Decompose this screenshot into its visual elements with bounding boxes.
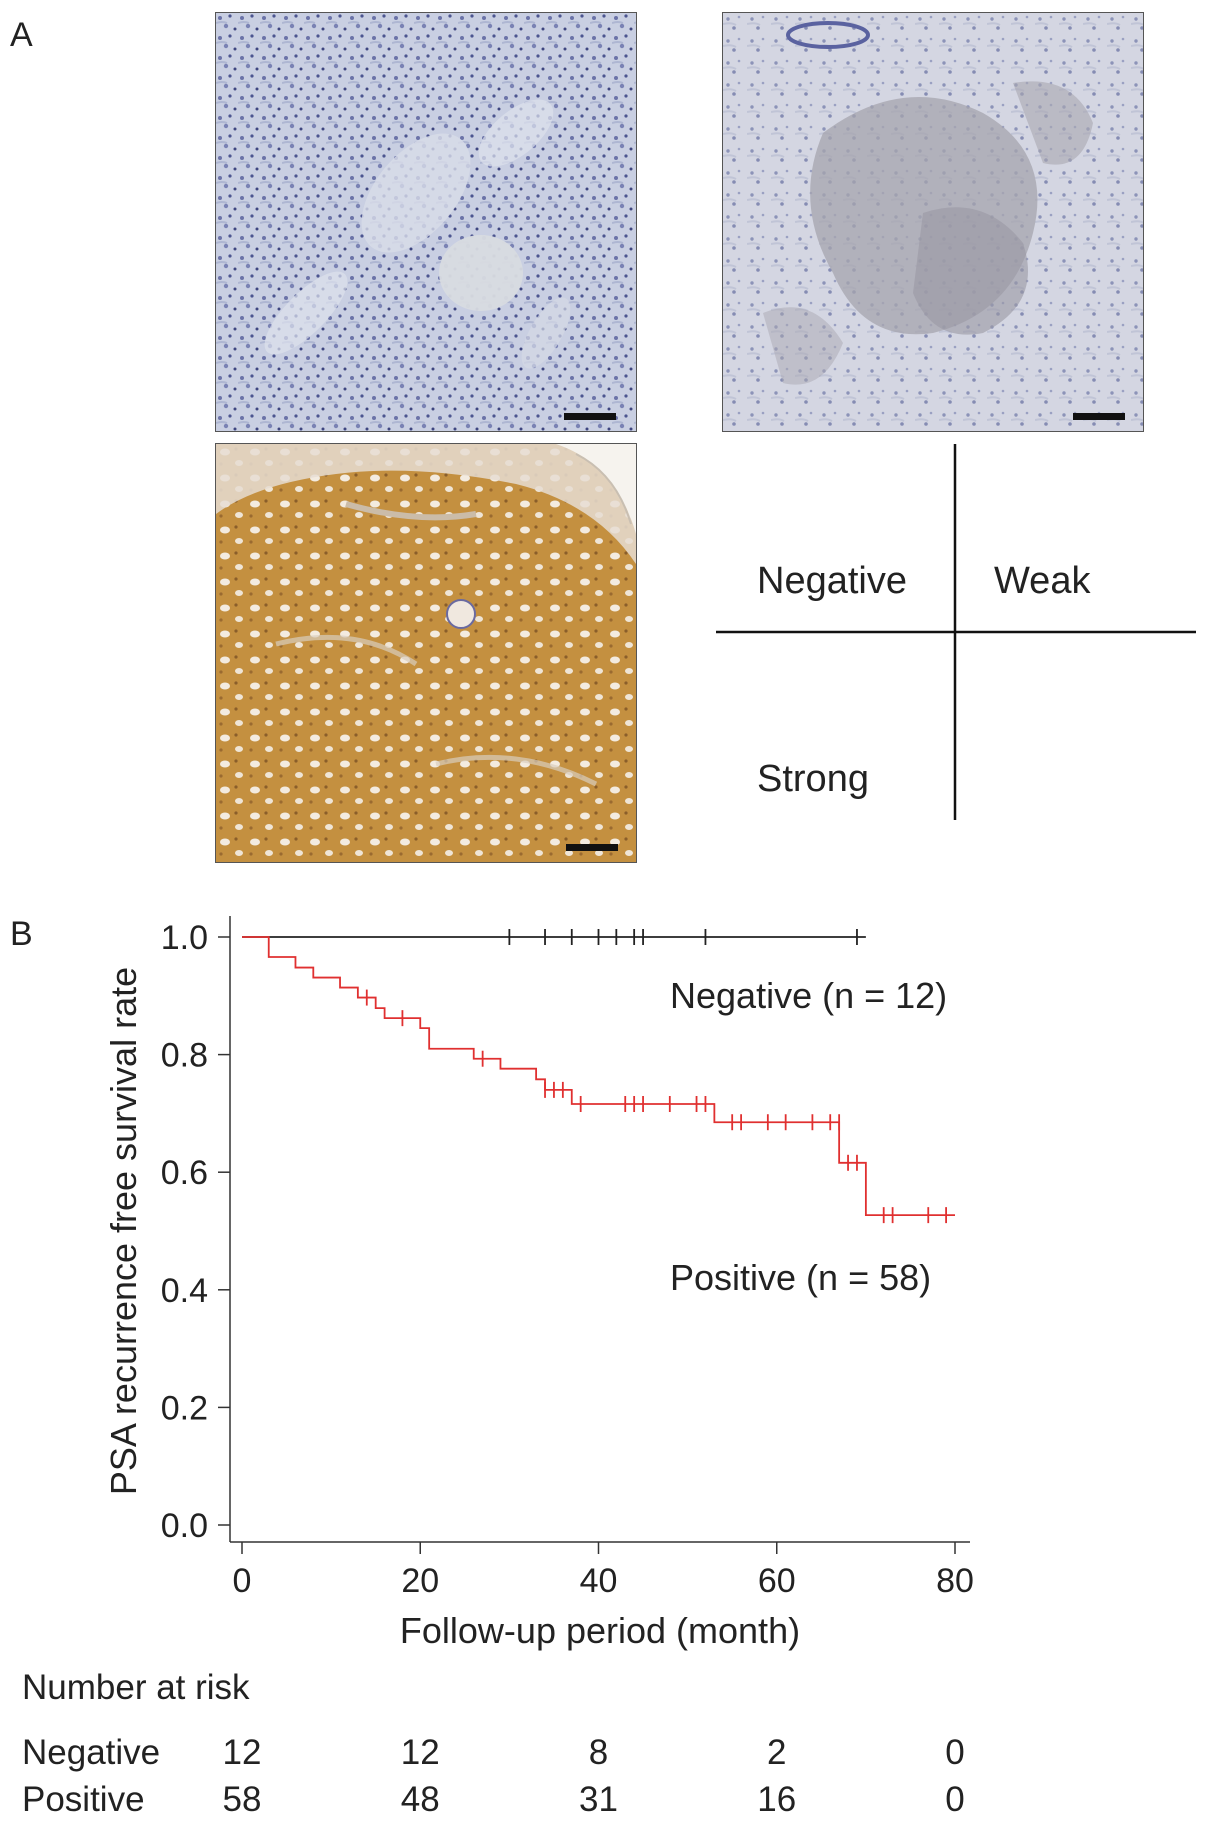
- weak-staining-micrograph: [722, 12, 1144, 432]
- risk-value: 12: [400, 1733, 440, 1772]
- risk-value: 8: [588, 1733, 609, 1772]
- series-label: Positive (n = 58): [670, 1257, 931, 1298]
- risk-row-label-positive: Positive: [22, 1780, 145, 1819]
- y-tick-label: 0.6: [161, 1154, 208, 1192]
- risk-value: 2: [767, 1733, 787, 1772]
- risk-row-label-negative: Negative: [22, 1733, 161, 1772]
- y-tick-label: 0.0: [161, 1507, 208, 1545]
- staining-quadrant-legend: Negative Weak Strong: [700, 440, 1200, 820]
- quadrant-label-weak: Weak: [994, 560, 1091, 602]
- risk-value: 0: [945, 1733, 965, 1772]
- negative-staining-micrograph: [215, 12, 637, 432]
- series-label: Negative (n = 12): [670, 975, 947, 1016]
- risk-value: 0: [945, 1780, 965, 1819]
- y-tick-label: 1.0: [161, 919, 208, 957]
- risk-value: 48: [400, 1780, 440, 1819]
- panel-b-label: B: [10, 915, 33, 953]
- risk-value: 16: [757, 1780, 797, 1819]
- y-tick-label: 0.2: [161, 1389, 208, 1427]
- y-tick-label: 0.4: [161, 1272, 208, 1310]
- quadrant-label-strong: Strong: [757, 758, 869, 800]
- scale-bar: [566, 844, 618, 851]
- survival-curve-positive: [242, 936, 955, 1217]
- kaplan-meier-chart: 0.0 0.2 0.4 0.6 0.8 1.0 0 20 40 60 80 Follow-up per…: [103, 916, 974, 1651]
- risk-table-title: Number at risk: [22, 1668, 250, 1707]
- scale-bar: [1073, 413, 1125, 420]
- risk-value: 12: [222, 1733, 262, 1772]
- scale-bar: [564, 413, 616, 420]
- strong-staining-micrograph: [215, 443, 637, 863]
- x-tick-label: 0: [233, 1562, 252, 1600]
- x-tick-label: 40: [580, 1562, 618, 1600]
- y-axis-label: PSA recurrence free survival rate: [103, 967, 144, 1495]
- x-tick-label: 60: [758, 1562, 796, 1600]
- x-axis-label: Follow-up period (month): [400, 1610, 800, 1651]
- x-tick-label: 20: [401, 1562, 439, 1600]
- y-tick-label: 0.8: [161, 1037, 208, 1075]
- panel-a-label: A: [10, 16, 33, 54]
- x-tick-label: 80: [936, 1562, 974, 1600]
- quadrant-label-negative: Negative: [757, 560, 907, 602]
- risk-value: 31: [579, 1780, 618, 1819]
- risk-value: 58: [222, 1780, 262, 1819]
